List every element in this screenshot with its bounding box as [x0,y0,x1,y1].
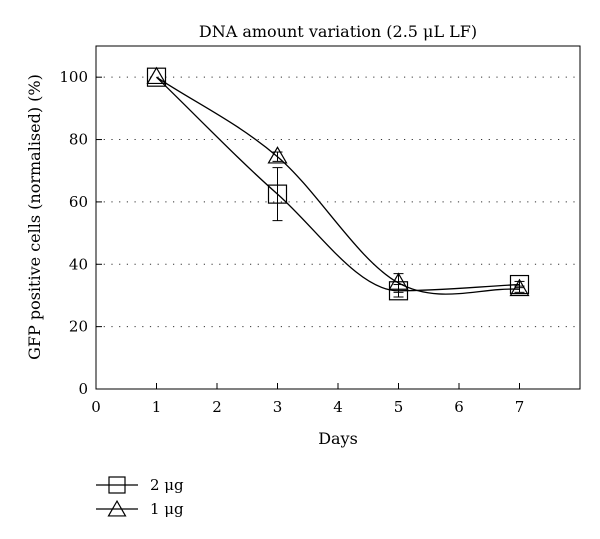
curves [156,76,520,295]
y-axis: 0 20 40 60 80 100 [59,68,102,398]
data-point-triangle [267,146,288,164]
error-bars [272,151,525,298]
data-point-square [267,184,288,204]
chart-title: DNA amount variation (2.5 μL LF) [199,22,477,41]
x-tick-label: 7 [515,398,525,416]
markers [146,66,530,301]
x-tick-label: 6 [454,398,464,416]
x-tick-label: 1 [152,398,162,416]
y-tick-label: 100 [59,68,88,86]
x-axis-label: Days [318,429,358,448]
x-tick-label: 2 [212,398,222,416]
y-tick-label: 0 [78,380,88,398]
data-point-triangle [146,66,167,85]
legend-label: 2 μg [150,476,184,494]
y-axis-label: GFP positive cells (normalised) (%) [25,74,44,360]
data-point-square [509,274,530,295]
legend-square-icon [108,476,126,494]
legend: 2 μg 1 μg [96,476,184,518]
data-point-triangle [388,272,409,290]
series-line [156,76,520,295]
x-axis: 0 1 2 3 4 5 6 7 [91,383,524,416]
data-point-square [388,281,409,301]
plot-frame [95,45,581,390]
y-tick-label: 40 [69,255,88,273]
y-tick-label: 80 [69,131,88,149]
y-tick-label: 60 [69,193,88,211]
x-tick-label: 5 [394,398,404,416]
x-tick-label: 4 [333,398,343,416]
legend-label: 1 μg [150,500,184,518]
data-point-triangle [509,278,530,297]
y-tick-label: 20 [69,318,88,336]
series-line [156,76,520,292]
legend-triangle-icon [107,499,127,517]
x-tick-label: 0 [91,398,101,416]
x-tick-label: 3 [273,398,283,416]
